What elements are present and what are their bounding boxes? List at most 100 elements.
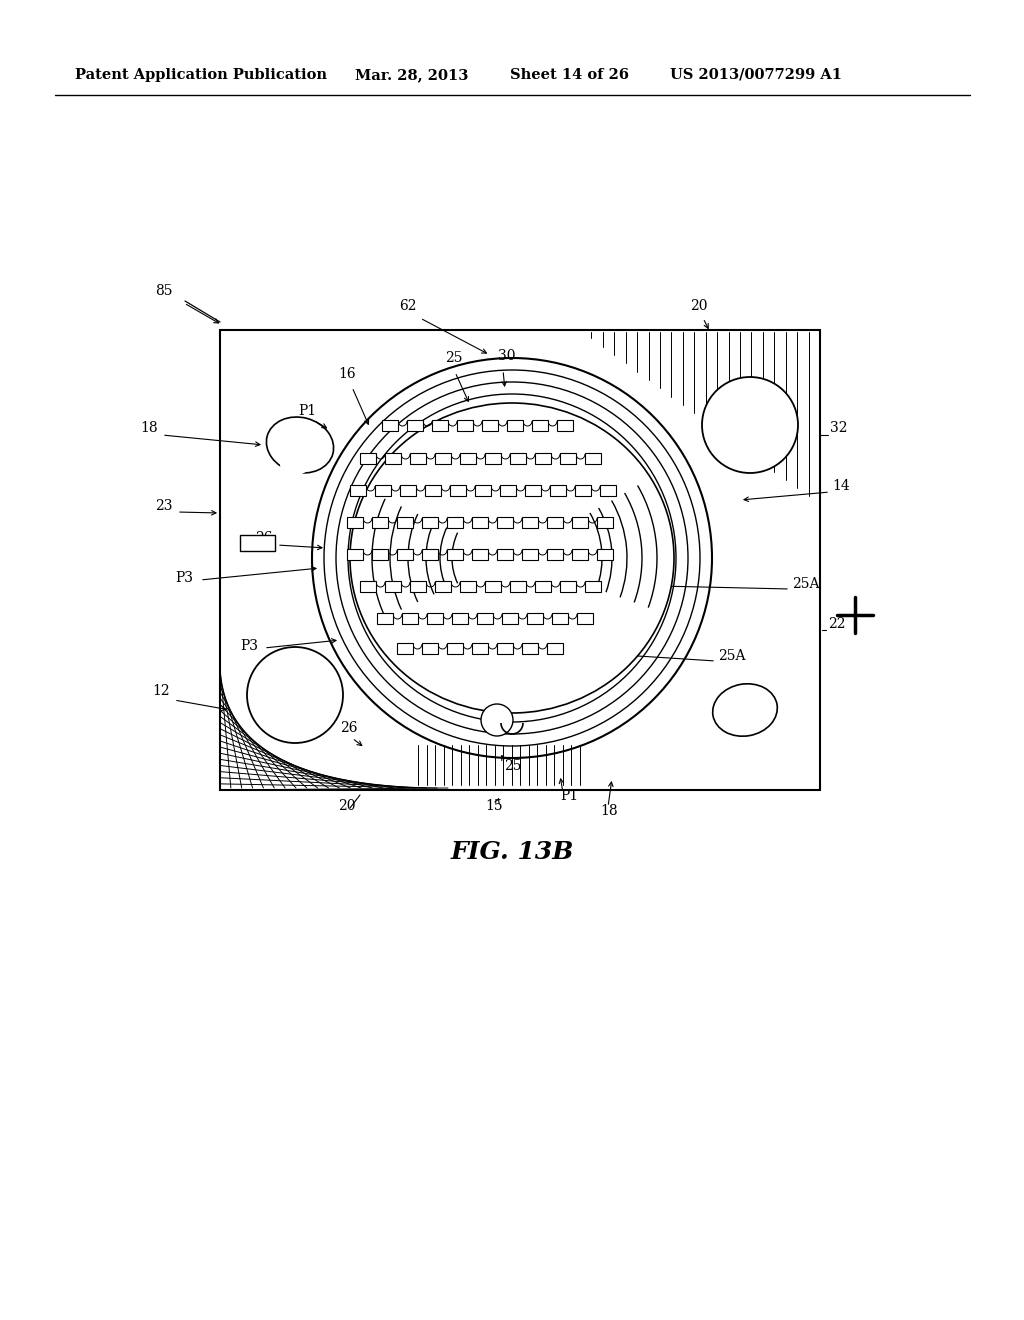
Bar <box>600 484 616 495</box>
Bar <box>522 643 538 653</box>
Bar <box>450 484 466 495</box>
Text: 85: 85 <box>155 284 172 298</box>
Bar <box>547 516 563 528</box>
Bar <box>527 612 543 623</box>
Bar <box>382 420 398 430</box>
Ellipse shape <box>713 684 777 737</box>
Bar <box>360 581 376 591</box>
Bar <box>532 420 548 430</box>
Bar <box>397 516 413 528</box>
Bar <box>522 516 538 528</box>
Bar <box>585 581 601 591</box>
Bar <box>497 643 513 653</box>
Bar <box>460 453 476 463</box>
Text: 25: 25 <box>504 759 521 774</box>
Bar <box>422 516 438 528</box>
Bar <box>350 484 366 495</box>
Bar <box>220 330 820 789</box>
Text: 25A: 25A <box>792 577 819 591</box>
Bar <box>575 484 591 495</box>
Bar <box>372 516 388 528</box>
Text: P1: P1 <box>560 789 579 803</box>
Bar <box>460 581 476 591</box>
Bar <box>425 484 441 495</box>
Bar <box>535 581 551 591</box>
Bar <box>500 484 516 495</box>
Circle shape <box>481 704 513 737</box>
Bar <box>597 549 613 560</box>
Bar <box>552 612 568 623</box>
Bar <box>410 581 426 591</box>
Text: 26: 26 <box>255 531 272 545</box>
Bar <box>525 484 541 495</box>
Bar <box>447 643 463 653</box>
Bar <box>585 453 601 463</box>
Text: P3: P3 <box>240 639 258 653</box>
Bar <box>472 549 488 560</box>
Bar <box>475 484 490 495</box>
Bar <box>472 516 488 528</box>
Text: 23: 23 <box>155 499 172 513</box>
Bar <box>347 516 362 528</box>
Text: US 2013/0077299 A1: US 2013/0077299 A1 <box>670 69 842 82</box>
Text: P1: P1 <box>298 404 316 418</box>
Text: 62: 62 <box>399 300 417 313</box>
Bar <box>447 549 463 560</box>
Bar <box>432 420 449 430</box>
Bar <box>422 643 438 653</box>
Bar <box>557 420 573 430</box>
Bar <box>452 612 468 623</box>
Text: 18: 18 <box>600 804 617 818</box>
Bar <box>510 453 526 463</box>
Text: Sheet 14 of 26: Sheet 14 of 26 <box>510 69 629 82</box>
Text: 15: 15 <box>485 799 503 813</box>
Text: 16: 16 <box>338 367 355 381</box>
Text: Mar. 28, 2013: Mar. 28, 2013 <box>355 69 468 82</box>
Bar <box>547 549 563 560</box>
Bar <box>375 484 391 495</box>
Text: 22: 22 <box>828 616 846 631</box>
Bar <box>397 549 413 560</box>
Bar <box>435 581 451 591</box>
Text: FIG. 13B: FIG. 13B <box>451 840 573 865</box>
Bar <box>477 612 493 623</box>
Bar <box>510 581 526 591</box>
Bar <box>402 612 418 623</box>
Bar <box>410 453 426 463</box>
Bar <box>550 484 566 495</box>
Bar <box>497 549 513 560</box>
Text: 25: 25 <box>445 351 463 366</box>
Bar <box>572 516 588 528</box>
Bar <box>240 535 275 550</box>
Bar <box>385 453 401 463</box>
Bar <box>572 549 588 560</box>
Bar <box>522 549 538 560</box>
Circle shape <box>247 647 343 743</box>
Text: 18: 18 <box>140 421 158 436</box>
Bar <box>400 484 416 495</box>
Bar <box>377 612 393 623</box>
Bar <box>407 420 423 430</box>
Text: P3: P3 <box>175 572 193 585</box>
Bar <box>435 453 451 463</box>
Text: 25A: 25A <box>718 649 745 663</box>
Bar <box>485 581 501 591</box>
Bar <box>577 612 593 623</box>
Bar <box>502 612 518 623</box>
Bar <box>560 581 575 591</box>
Bar <box>547 643 563 653</box>
Bar <box>385 581 401 591</box>
Bar <box>485 453 501 463</box>
Bar <box>472 643 488 653</box>
Bar <box>422 549 438 560</box>
Bar <box>497 516 513 528</box>
Text: 32: 32 <box>830 421 848 436</box>
Bar <box>447 516 463 528</box>
Circle shape <box>702 378 798 473</box>
Text: 30: 30 <box>498 348 515 363</box>
Text: 20: 20 <box>690 300 708 313</box>
Bar <box>372 549 388 560</box>
Bar <box>457 420 473 430</box>
Bar <box>560 453 575 463</box>
Bar <box>507 420 523 430</box>
